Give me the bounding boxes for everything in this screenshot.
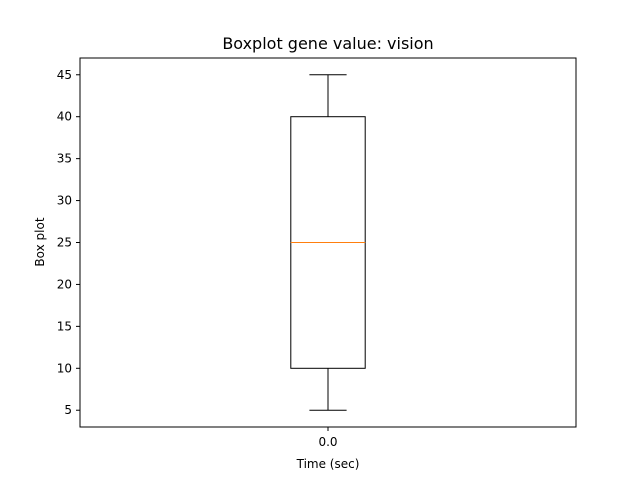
x-tick-label: 0.0 [318,435,337,449]
y-tick-label: 40 [57,110,72,124]
y-axis-label: Box plot [33,217,47,266]
y-tick-label: 30 [57,194,72,208]
x-axis-ticks: 0.0 [318,427,338,449]
y-tick-label: 10 [57,361,72,375]
box-element [290,74,366,411]
x-axis-label: Time (sec) [296,457,360,471]
axes-frame [79,57,577,428]
y-tick-label: 35 [57,152,72,166]
y-tick-label: 45 [57,68,72,82]
chart-title: Boxplot gene value: vision [222,34,433,53]
y-axis-ticks: 5 10 15 20 25 30 35 40 45 [57,68,80,417]
y-tick-label: 20 [57,277,72,291]
y-tick-label: 15 [57,319,72,333]
y-tick-label: 25 [57,236,72,250]
y-tick-label: 5 [64,403,72,417]
plot-area [290,74,366,411]
